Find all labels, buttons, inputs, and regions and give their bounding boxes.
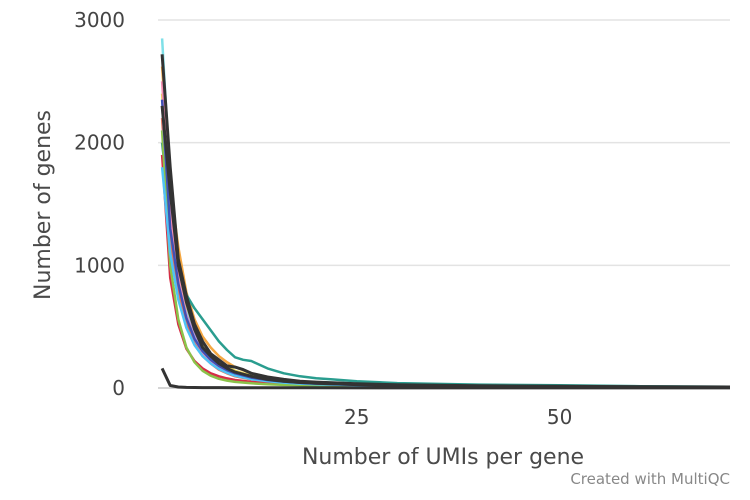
y-tick-label: 0	[112, 376, 125, 400]
series-line-6	[160, 154, 731, 389]
series-line-1	[160, 38, 731, 389]
series-line-10	[160, 167, 731, 389]
x-tick-labels: 25 50	[344, 405, 572, 429]
series-line-5	[160, 118, 731, 389]
y-tick-label: 1000	[74, 253, 125, 277]
series-line-3	[160, 93, 731, 389]
y-tick-label: 3000	[74, 8, 125, 32]
x-tick-label: 25	[344, 405, 369, 429]
gridlines	[158, 19, 730, 389]
series-line-14	[160, 367, 730, 390]
y-axis-title: Number of genes	[31, 110, 56, 300]
x-axis-title: Number of UMIs per gene	[302, 445, 584, 470]
series-line-7	[160, 130, 731, 389]
series-line-2	[160, 66, 731, 389]
series-line-12	[160, 54, 731, 389]
series-line-9	[160, 81, 731, 389]
series-line-4	[160, 142, 731, 389]
series-line-8	[160, 105, 731, 389]
series-lines	[160, 38, 731, 390]
series-line-13	[160, 105, 731, 389]
credit-text: Created with MultiQC	[570, 470, 730, 488]
y-tick-labels: 0 1000 2000 3000	[74, 8, 125, 400]
x-tick-label: 50	[547, 405, 572, 429]
y-tick-label: 2000	[74, 131, 125, 155]
